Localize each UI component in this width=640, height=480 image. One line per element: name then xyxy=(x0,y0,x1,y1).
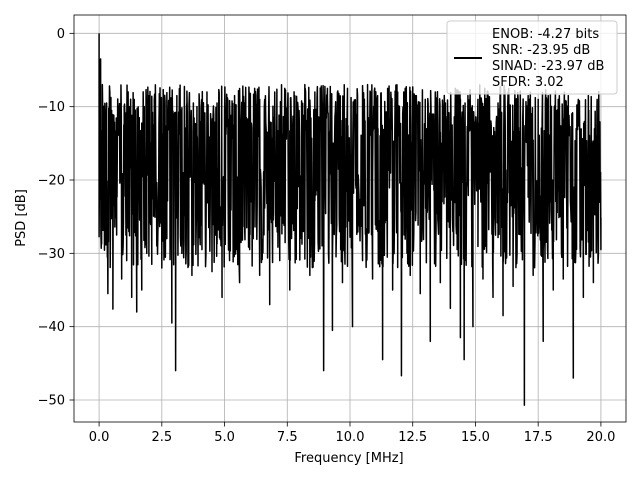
legend-box xyxy=(446,20,618,95)
psd-series-line xyxy=(98,33,602,406)
y-tick-label: −20 xyxy=(38,174,65,189)
legend-line-snr: SNR: -23.95 dB xyxy=(492,43,590,58)
x-tick-label: 5.0 xyxy=(214,430,235,445)
y-tick-label: −30 xyxy=(38,247,65,262)
y-tick-label: 0 xyxy=(57,27,65,42)
y-tick-label: −10 xyxy=(38,100,65,115)
x-tick-label: 10.0 xyxy=(336,430,365,445)
x-tick-label: 15.0 xyxy=(461,430,490,445)
x-tick-label: 12.5 xyxy=(398,430,427,445)
legend-line-sfdr: SFDR: 3.02 xyxy=(492,75,564,90)
x-tick-label: 0.0 xyxy=(89,430,110,445)
legend: ENOB: -4.27 bits SNR: -23.95 dB SINAD: -… xyxy=(446,20,618,95)
x-tick-label: 17.5 xyxy=(524,430,553,445)
y-tick-label: −40 xyxy=(38,320,65,335)
x-axis-ticks: 0.0 2.5 5.0 7.5 10.0 12.5 15.0 17.5 20.0 xyxy=(89,422,615,445)
y-axis-ticks: 0 −10 −20 −30 −40 −50 xyxy=(38,27,74,409)
y-axis-label: PSD [dB] xyxy=(14,189,29,247)
x-tick-label: 7.5 xyxy=(277,430,298,445)
legend-line-enob: ENOB: -4.27 bits xyxy=(492,27,599,42)
y-tick-label: −50 xyxy=(38,394,65,409)
x-tick-label: 2.5 xyxy=(151,430,172,445)
x-tick-label: 20.0 xyxy=(586,430,615,445)
legend-line-sinad: SINAD: -23.97 dB xyxy=(492,59,604,74)
x-axis-label: Frequency [MHz] xyxy=(294,451,403,466)
series-layer xyxy=(98,33,602,406)
